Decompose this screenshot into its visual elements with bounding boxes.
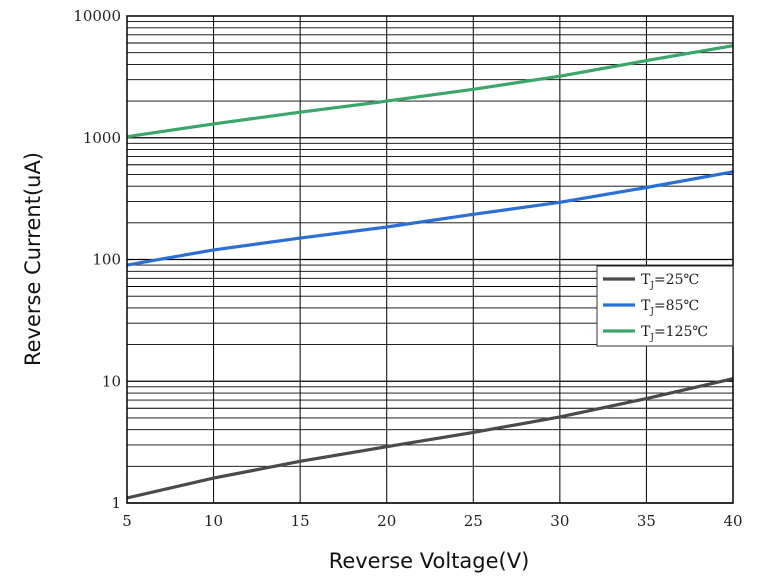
x-tick-label: 10 [204,512,223,530]
x-tick-label: 35 [637,512,656,530]
x-tick-label: 20 [377,512,396,530]
x-tick-label: 30 [550,512,569,530]
series-line [126,44,734,139]
legend-label: TJ=125℃ [641,324,708,343]
x-tick-label: 5 [122,512,132,530]
y-tick-label: 1000 [83,129,121,147]
y-tick-label: 10000 [73,7,121,25]
x-tick-label: 25 [464,512,483,530]
x-axis-title: Reverse Voltage(V) [329,549,530,573]
y-axis-title: Reverse Current(uA) [21,152,45,366]
y-tick-label: 1 [111,494,121,512]
series-line [126,170,734,267]
x-tick-label: 40 [723,512,742,530]
x-tick-labels: 5 10 15 20 25 30 35 40 [122,512,742,530]
x-tick-label: 15 [291,512,310,530]
y-tick-label: 10 [102,372,121,390]
plot-frame [126,15,734,504]
legend-label: TJ=25℃ [641,272,699,291]
y-tick-label: 100 [92,251,121,269]
legend: TJ=25℃ TJ=85℃ TJ=125℃ [596,265,734,347]
y-tick-labels: 1 10 100 1000 10000 [73,7,121,512]
grid-lines [126,16,734,504]
legend-label: TJ=85℃ [641,298,699,317]
series-lines [126,44,734,500]
series-line [126,377,734,500]
